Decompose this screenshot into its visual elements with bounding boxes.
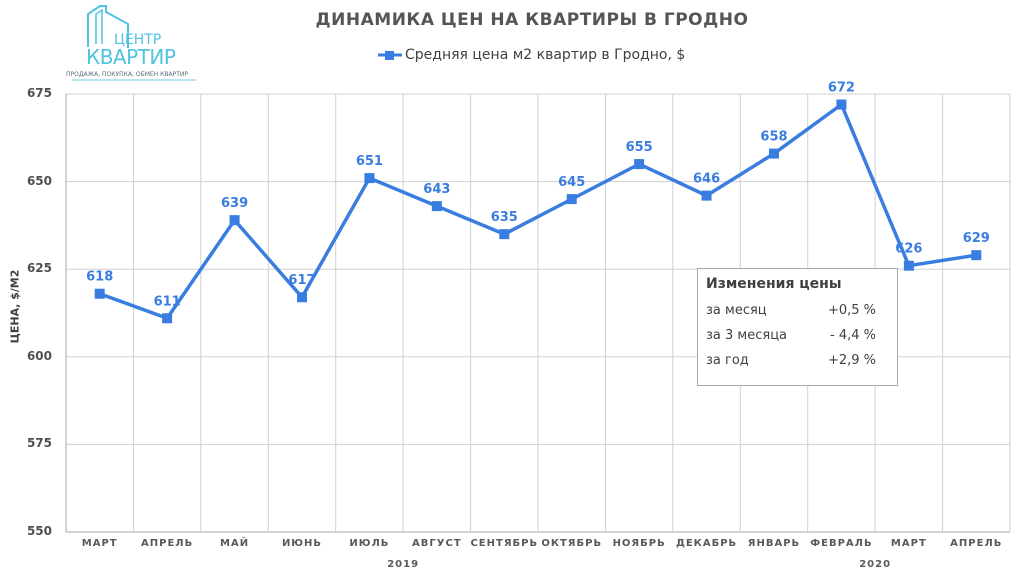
data-point-marker bbox=[162, 313, 173, 324]
year-label: 2020 bbox=[859, 559, 892, 570]
x-tick-label: МАРТ bbox=[890, 538, 927, 549]
info-box-title: Изменения цены bbox=[706, 276, 842, 292]
info-value: - 4,4 % bbox=[830, 328, 876, 343]
logo-tagline: ПРОДАЖА, ПОКУПКА, ОБМЕН КВАРТИР bbox=[66, 71, 188, 78]
info-value: +0,5 % bbox=[827, 303, 876, 318]
data-point-marker bbox=[229, 215, 240, 226]
x-tick-label: НОЯБРЬ bbox=[612, 538, 666, 549]
data-point-marker bbox=[431, 201, 442, 212]
info-row-month: за месяц +0,5 % bbox=[706, 298, 889, 323]
info-value: +2,9 % bbox=[827, 353, 876, 368]
price-change-box: Изменения цены за месяц +0,5 % за 3 меся… bbox=[697, 268, 898, 386]
data-label: 611 bbox=[154, 294, 181, 309]
data-point-marker bbox=[297, 292, 307, 303]
legend-label: Средняя цена м2 квартир в Гродно, $ bbox=[405, 47, 686, 63]
x-tick-label: ДЕКАБРЬ bbox=[675, 538, 738, 549]
data-point-marker bbox=[499, 229, 510, 240]
x-tick-label: МАЙ bbox=[220, 538, 250, 549]
data-label: 635 bbox=[491, 210, 518, 225]
x-tick-label: ИЮНЬ bbox=[281, 538, 323, 549]
info-label: за месяц bbox=[706, 303, 767, 318]
data-point-marker bbox=[903, 260, 914, 271]
data-label: 639 bbox=[221, 196, 248, 211]
y-tick-650: 650 bbox=[26, 174, 52, 188]
x-tick-label: МАРТ bbox=[81, 538, 118, 549]
data-label: 618 bbox=[86, 270, 113, 285]
data-labels: 618 611 639 617 651 643 635 645 655 646 658 672 626 6… bbox=[86, 81, 990, 310]
y-tick-675: 675 bbox=[26, 86, 52, 100]
data-label: 651 bbox=[356, 154, 383, 169]
x-tick-label: АПРЕЛЬ bbox=[141, 538, 194, 549]
data-label: 626 bbox=[895, 242, 922, 257]
data-label: 655 bbox=[626, 140, 653, 155]
data-label: 629 bbox=[963, 231, 990, 246]
data-point-marker bbox=[364, 173, 375, 184]
x-tick-label: ЯНВАРЬ bbox=[747, 538, 801, 549]
data-point-marker bbox=[94, 288, 105, 299]
info-label: за 3 месяца bbox=[706, 328, 788, 343]
logo-line2: КВАРТИР bbox=[86, 45, 176, 69]
series-line bbox=[94, 99, 982, 324]
legend-line-marker-icon bbox=[378, 51, 402, 60]
data-label: 646 bbox=[693, 172, 720, 187]
data-label: 643 bbox=[423, 182, 450, 197]
building-icon bbox=[72, 5, 196, 81]
data-point-marker bbox=[701, 190, 712, 201]
logo: ЦЕНТР КВАРТИР ПРОДАЖА, ПОКУПКА, ОБМЕН КВ… bbox=[66, 2, 196, 86]
info-row-3months: за 3 месяца - 4,4 % bbox=[706, 323, 889, 348]
x-tick-label: СЕНТЯБРЬ bbox=[470, 538, 539, 549]
info-label: за год bbox=[706, 353, 749, 368]
legend: Средняя цена м2 квартир в Гродно, $ bbox=[378, 47, 685, 63]
data-point-marker bbox=[836, 99, 847, 110]
year-label: 2019 bbox=[387, 559, 420, 570]
logo-line1: ЦЕНТР bbox=[114, 32, 162, 48]
info-row-year: за год +2,9 % bbox=[706, 348, 889, 373]
data-label: 672 bbox=[828, 81, 855, 96]
gridlines bbox=[65, 93, 1011, 533]
x-tick-label: ФЕВРАЛЬ bbox=[810, 538, 873, 549]
y-tick-575: 575 bbox=[26, 436, 52, 450]
data-label: 658 bbox=[760, 130, 787, 145]
chart-title: ДИНАМИКА ЦЕН НА КВАРТИРЫ В ГРОДНО bbox=[315, 10, 749, 30]
x-tick-label: АПРЕЛЬ bbox=[950, 538, 1003, 549]
data-point-marker bbox=[769, 148, 779, 159]
y-tick-550: 550 bbox=[26, 524, 52, 538]
y-tick-600: 600 bbox=[26, 349, 52, 363]
data-label: 645 bbox=[558, 175, 585, 190]
x-tick-label: АВГУСТ bbox=[412, 538, 462, 549]
x-tick-label: ОКТЯБРЬ bbox=[541, 538, 603, 549]
data-point-marker bbox=[634, 159, 645, 170]
data-point-marker bbox=[971, 250, 982, 261]
y-tick-625: 625 bbox=[26, 261, 52, 275]
data-label: 617 bbox=[288, 273, 315, 288]
data-point-marker bbox=[566, 194, 577, 205]
x-tick-label: ИЮЛЬ bbox=[349, 538, 390, 549]
